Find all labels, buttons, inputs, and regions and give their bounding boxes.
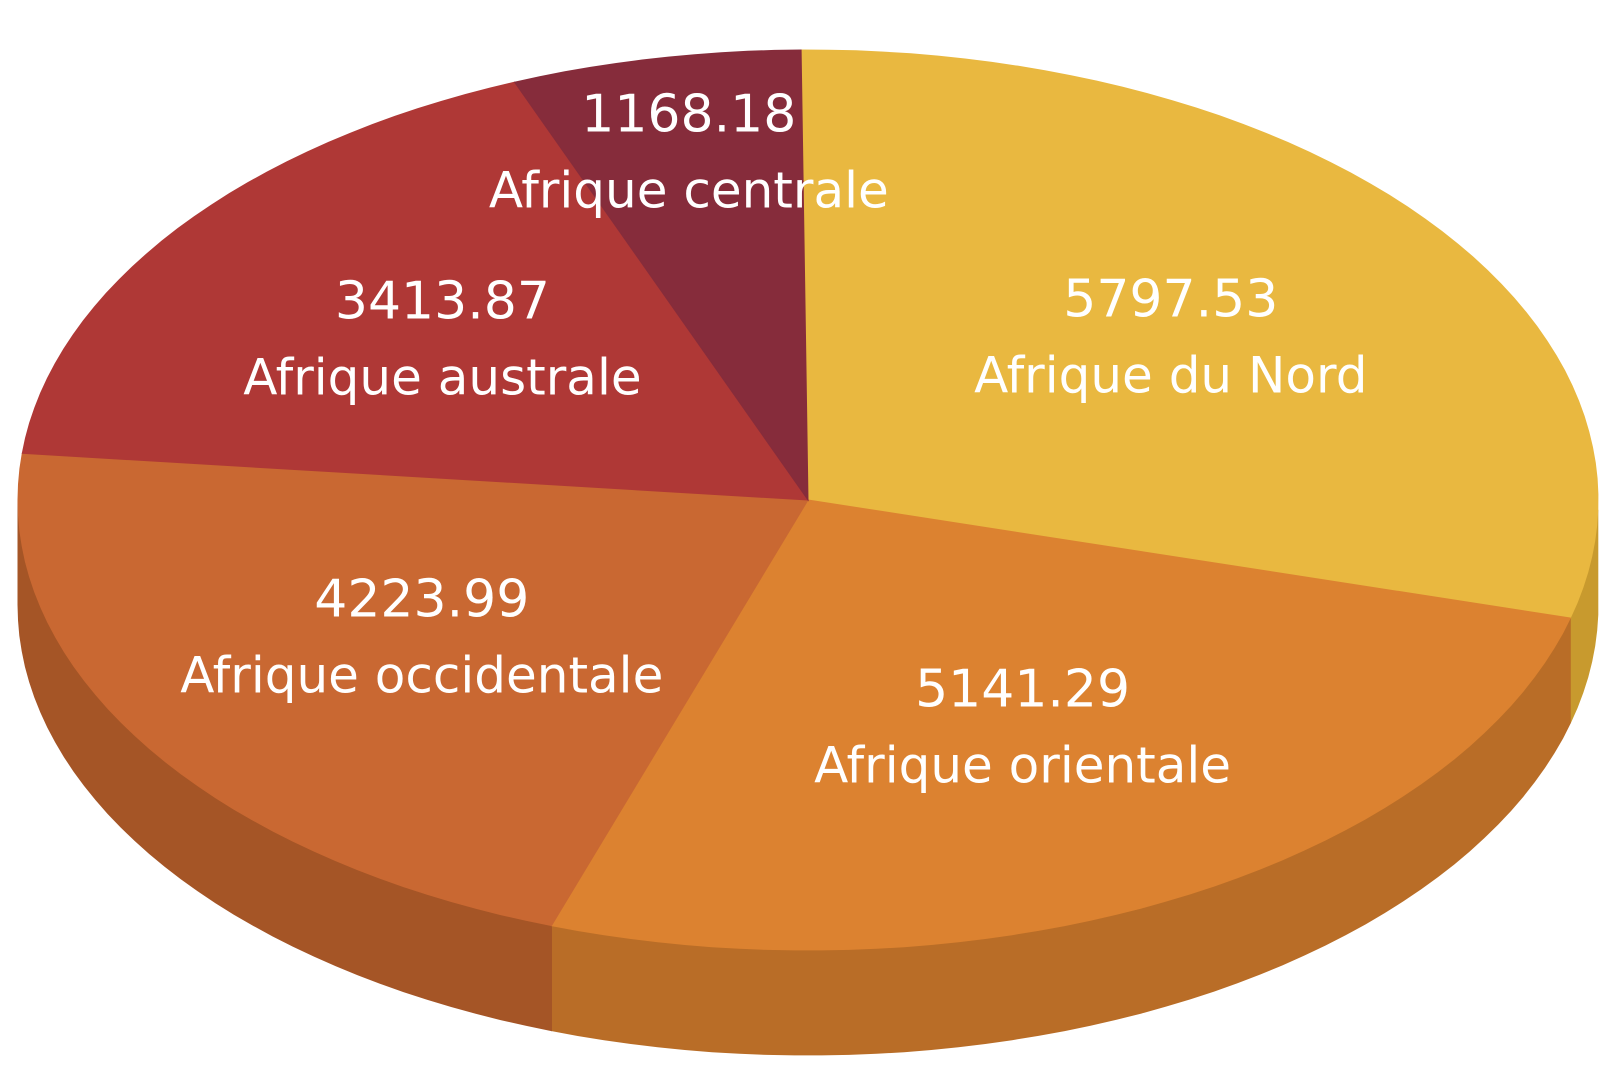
pie-slice-afrique-australe (21, 81, 810, 501)
pie-slice-afrique-du-nord (800, 49, 1599, 619)
data-label-afrique-occidentale: 4223.99 (314, 569, 529, 629)
data-label-afrique-centrale: 1168.18 (581, 85, 796, 145)
pie-slice-afrique-occidentale (17, 452, 809, 927)
data-label-afrique-orientale: 5141.29 (915, 660, 1130, 720)
pie-labels: 5797.53 Afrique du Nord 5141.29 Afrique ori… (180, 85, 1367, 795)
pie-slices (17, 49, 1599, 951)
pie-slice-afrique-centrale (513, 49, 809, 502)
pie-slice-afrique-orientale (550, 499, 1572, 951)
category-label-afrique-centrale: Afrique centrale (489, 162, 889, 220)
category-label-afrique-du-nord: Afrique du Nord (974, 347, 1367, 405)
category-label-afrique-orientale: Afrique orientale (814, 737, 1231, 795)
data-label-afrique-australe: 3413.87 (335, 272, 550, 332)
data-label-afrique-du-nord: 5797.53 (1063, 270, 1278, 330)
category-label-afrique-occidentale: Afrique occidentale (180, 646, 663, 704)
category-label-afrique-australe: Afrique australe (243, 349, 641, 407)
